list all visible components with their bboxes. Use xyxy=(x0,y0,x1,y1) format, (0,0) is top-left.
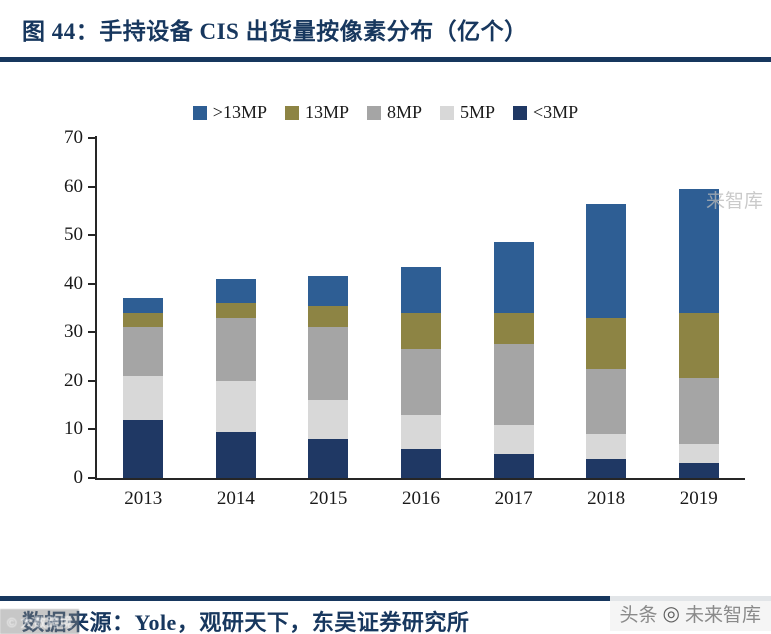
bar-segment-<3MP-2016 xyxy=(401,448,441,478)
y-axis-tick-mark xyxy=(88,379,95,382)
y-axis-tick-mark xyxy=(88,185,95,188)
x-axis-label-2015: 2015 xyxy=(309,488,348,509)
bar-segment-8MP-2017 xyxy=(493,344,534,425)
bar-segment-13MP-2019 xyxy=(678,312,719,379)
bar-segment-<3MP-2014 xyxy=(215,431,256,478)
bar-segment-8MP-2015 xyxy=(308,327,349,401)
y-axis-tick-mark xyxy=(88,282,95,285)
watermark-brand: 头条 xyxy=(619,605,658,626)
bar-segment-8MP-2014 xyxy=(215,317,256,381)
bar-segment->13MP-2014 xyxy=(215,278,256,304)
legend-item->13MP: >13MP xyxy=(192,102,267,123)
x-axis-line xyxy=(95,478,745,480)
legend-label: >13MP xyxy=(212,102,267,122)
bar-segment-5MP-2014 xyxy=(215,380,256,432)
legend-label: <3MP xyxy=(533,102,579,122)
x-axis-label-2019: 2019 xyxy=(679,488,718,509)
x-axis-label-2018: 2018 xyxy=(587,488,626,509)
bar-segment->13MP-2016 xyxy=(401,266,441,313)
bar-segment-5MP-2019 xyxy=(678,444,719,464)
legend-label: 13MP xyxy=(304,102,349,122)
stacked-bar-2017 xyxy=(493,242,534,478)
y-axis-tick-label: 30 xyxy=(64,321,83,343)
legend-label: 8MP xyxy=(386,102,422,122)
title-underline-rule xyxy=(0,57,771,62)
x-axis-label-2016: 2016 xyxy=(402,488,440,509)
bar-segment-<3MP-2013 xyxy=(123,419,164,478)
legend-item-8MP: 8MP xyxy=(366,102,422,123)
y-axis-tick-mark xyxy=(88,331,95,334)
y-axis-tick-label: 70 xyxy=(64,127,83,148)
y-axis-tick-mark xyxy=(88,477,95,479)
x-axis-label-2017: 2017 xyxy=(494,488,533,509)
x-axis-label-2013: 2013 xyxy=(124,488,163,509)
y-axis-tick-label: 10 xyxy=(64,418,83,440)
bar-segment->13MP-2017 xyxy=(493,242,534,313)
stacked-bar-2014 xyxy=(215,278,256,478)
legend-swatch-icon xyxy=(192,105,207,120)
bar-segment-5MP-2017 xyxy=(493,424,534,454)
bar-segment-<3MP-2015 xyxy=(308,439,349,478)
stacked-bar-2018 xyxy=(586,203,627,478)
bar-segment-8MP-2018 xyxy=(586,368,627,435)
legend-swatch-icon xyxy=(513,105,528,120)
chart-legend: >13MP 13MP 8MP 5MP <3MP xyxy=(0,102,771,123)
y-axis-tick-label: 50 xyxy=(64,224,83,246)
stacked-bar-2013 xyxy=(123,298,164,478)
legend-item-<3MP: <3MP xyxy=(513,102,578,123)
x-axis-label-2014: 2014 xyxy=(216,488,255,509)
bar-segment-8MP-2013 xyxy=(123,327,164,377)
y-axis-line xyxy=(95,136,97,480)
bar-segment-<3MP-2019 xyxy=(678,463,719,478)
stacked-bar-2016 xyxy=(401,266,441,478)
bar-segment-5MP-2016 xyxy=(401,414,441,449)
bar-segment-<3MP-2018 xyxy=(586,458,627,478)
legend-label: 5MP xyxy=(460,102,496,122)
bar-segment-13MP-2018 xyxy=(586,317,627,369)
legend-swatch-icon xyxy=(366,105,381,120)
footer-rule xyxy=(0,596,771,601)
y-axis-tick-mark xyxy=(88,234,95,237)
y-axis-tick-label: 40 xyxy=(64,272,83,294)
figure-title: 图 44：手持设备 CIS 出货量按像素分布（亿个） xyxy=(22,19,528,44)
bar-segment-13MP-2015 xyxy=(308,305,349,328)
bar-segment->13MP-2013 xyxy=(123,298,164,313)
bar-segment-5MP-2013 xyxy=(123,376,164,420)
stacked-bar-2015 xyxy=(308,276,349,478)
toutiao-watermark-badge: 头条 ◎ 未来智库 xyxy=(609,596,771,631)
legend-swatch-icon xyxy=(440,105,454,120)
y-axis-tick-label: 20 xyxy=(64,369,83,391)
data-source-text: 数据来源：Yole，观研天下，东吴证券研究所 xyxy=(22,610,470,634)
bar-segment-13MP-2017 xyxy=(493,312,534,345)
bar-segment->13MP-2018 xyxy=(586,203,627,318)
bar-segment-8MP-2016 xyxy=(401,349,441,415)
corner-watermark: © 大数跨境 xyxy=(0,609,80,634)
y-axis-tick-mark xyxy=(88,137,95,139)
legend-item-13MP: 13MP xyxy=(284,102,349,123)
bar-segment-<3MP-2017 xyxy=(493,453,534,478)
bar-segment->13MP-2015 xyxy=(308,276,349,306)
bar-segment-5MP-2018 xyxy=(586,434,627,459)
y-axis-tick-label: 0 xyxy=(73,467,84,488)
bar-segment-13MP-2016 xyxy=(401,312,441,350)
legend-swatch-icon xyxy=(284,105,299,120)
y-axis-tick-mark xyxy=(88,428,95,431)
bar-segment-8MP-2019 xyxy=(678,378,719,445)
bar-segment->13MP-2019 xyxy=(678,189,719,313)
stacked-bar-2019 xyxy=(678,189,719,478)
watermark-name: 未来智库 xyxy=(684,605,761,626)
bar-segment-13MP-2013 xyxy=(123,312,164,328)
bar-segment-5MP-2015 xyxy=(308,400,349,440)
y-axis-tick-label: 60 xyxy=(64,175,83,197)
side-watermark: 来智库 xyxy=(706,191,764,212)
weilai-zhiku-logo-icon: ◎ xyxy=(662,603,680,625)
bar-segment-13MP-2014 xyxy=(215,303,256,318)
legend-item-5MP: 5MP xyxy=(440,102,495,123)
